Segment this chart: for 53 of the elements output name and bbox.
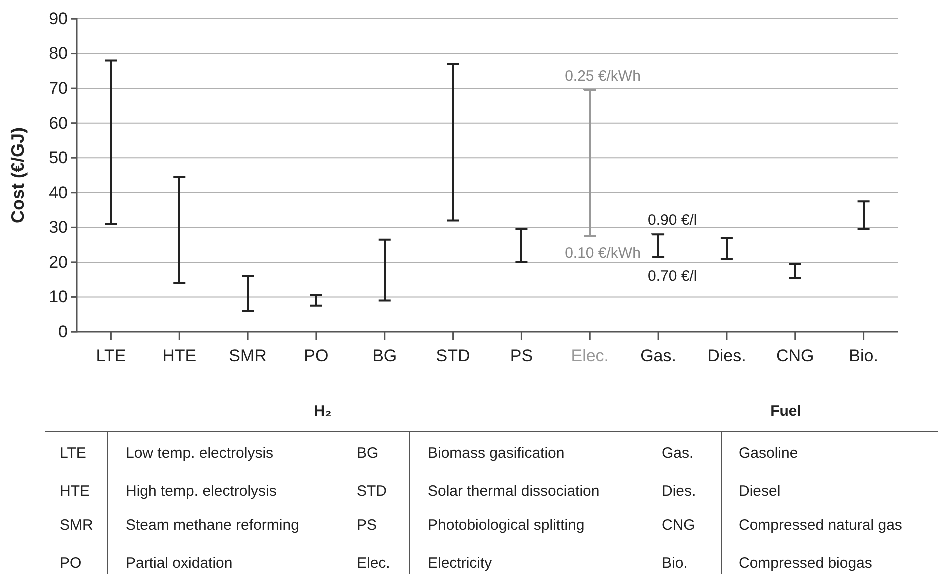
text: Diesel	[739, 483, 781, 500]
text: CNG	[662, 517, 696, 534]
text: Partial oxidation	[126, 555, 233, 572]
text: Steam methane reforming	[126, 517, 300, 534]
text: Dies.	[662, 483, 696, 500]
text: Bio.	[662, 555, 688, 572]
x-tick-label: PO	[304, 346, 329, 366]
text: Fuel	[770, 403, 802, 420]
text: LTE	[60, 445, 86, 462]
y-tick-label: 40	[49, 183, 68, 202]
y-tick-label: 80	[49, 44, 68, 64]
y-tick-label: 0	[58, 322, 68, 342]
x-tick-label: PS	[510, 346, 534, 366]
x-tick-label: CNG	[776, 346, 814, 366]
y-axis-title: Cost (€/GJ)	[8, 127, 28, 224]
x-tick-label: Bio.	[849, 346, 878, 366]
x-tick-label: Elec.	[571, 346, 610, 366]
x-tick-label: SMR	[229, 346, 267, 366]
y-tick-label: 90	[49, 9, 68, 28]
text: Photobiological splitting	[428, 517, 585, 534]
annotation: 0.10 €/kWh	[565, 245, 641, 262]
text: Compressed biogas	[739, 555, 872, 572]
text: Low temp. electrolysis	[126, 445, 274, 462]
text: Gas.	[662, 445, 694, 462]
x-tick-label: LTE	[96, 346, 126, 366]
y-tick-label: 70	[49, 78, 68, 98]
text: BG	[357, 445, 379, 462]
text: HTE	[60, 483, 90, 500]
y-tick-label: 20	[49, 252, 68, 272]
text: STD	[357, 483, 388, 500]
x-tick-label: BG	[372, 346, 398, 366]
text: PO	[60, 555, 82, 572]
text: Gasoline	[739, 445, 798, 462]
annotation: 0.25 €/kWh	[565, 68, 641, 85]
x-tick-label: Dies.	[708, 346, 746, 366]
y-tick-label: 50	[49, 148, 68, 168]
x-tick-label: Gas.	[640, 346, 676, 366]
text: High temp. electrolysis	[126, 483, 277, 500]
text: Solar thermal dissociation	[428, 483, 600, 500]
annotation: 0.70 €/l	[648, 268, 698, 285]
annotation: 0.90 €/l	[648, 212, 698, 229]
x-tick-label: STD	[436, 346, 470, 366]
y-tick-label: 60	[49, 114, 68, 133]
y-tick-label: 10	[49, 288, 68, 307]
text: PS	[357, 517, 378, 534]
text: H₂	[314, 403, 332, 420]
text: Compressed natural gas	[739, 517, 902, 534]
text: Elec.	[357, 555, 390, 572]
text: Biomass gasification	[428, 445, 565, 462]
text: SMR	[60, 517, 94, 534]
y-tick-label: 30	[49, 218, 68, 238]
text: Electricity	[428, 555, 493, 572]
x-tick-label: HTE	[162, 346, 197, 366]
